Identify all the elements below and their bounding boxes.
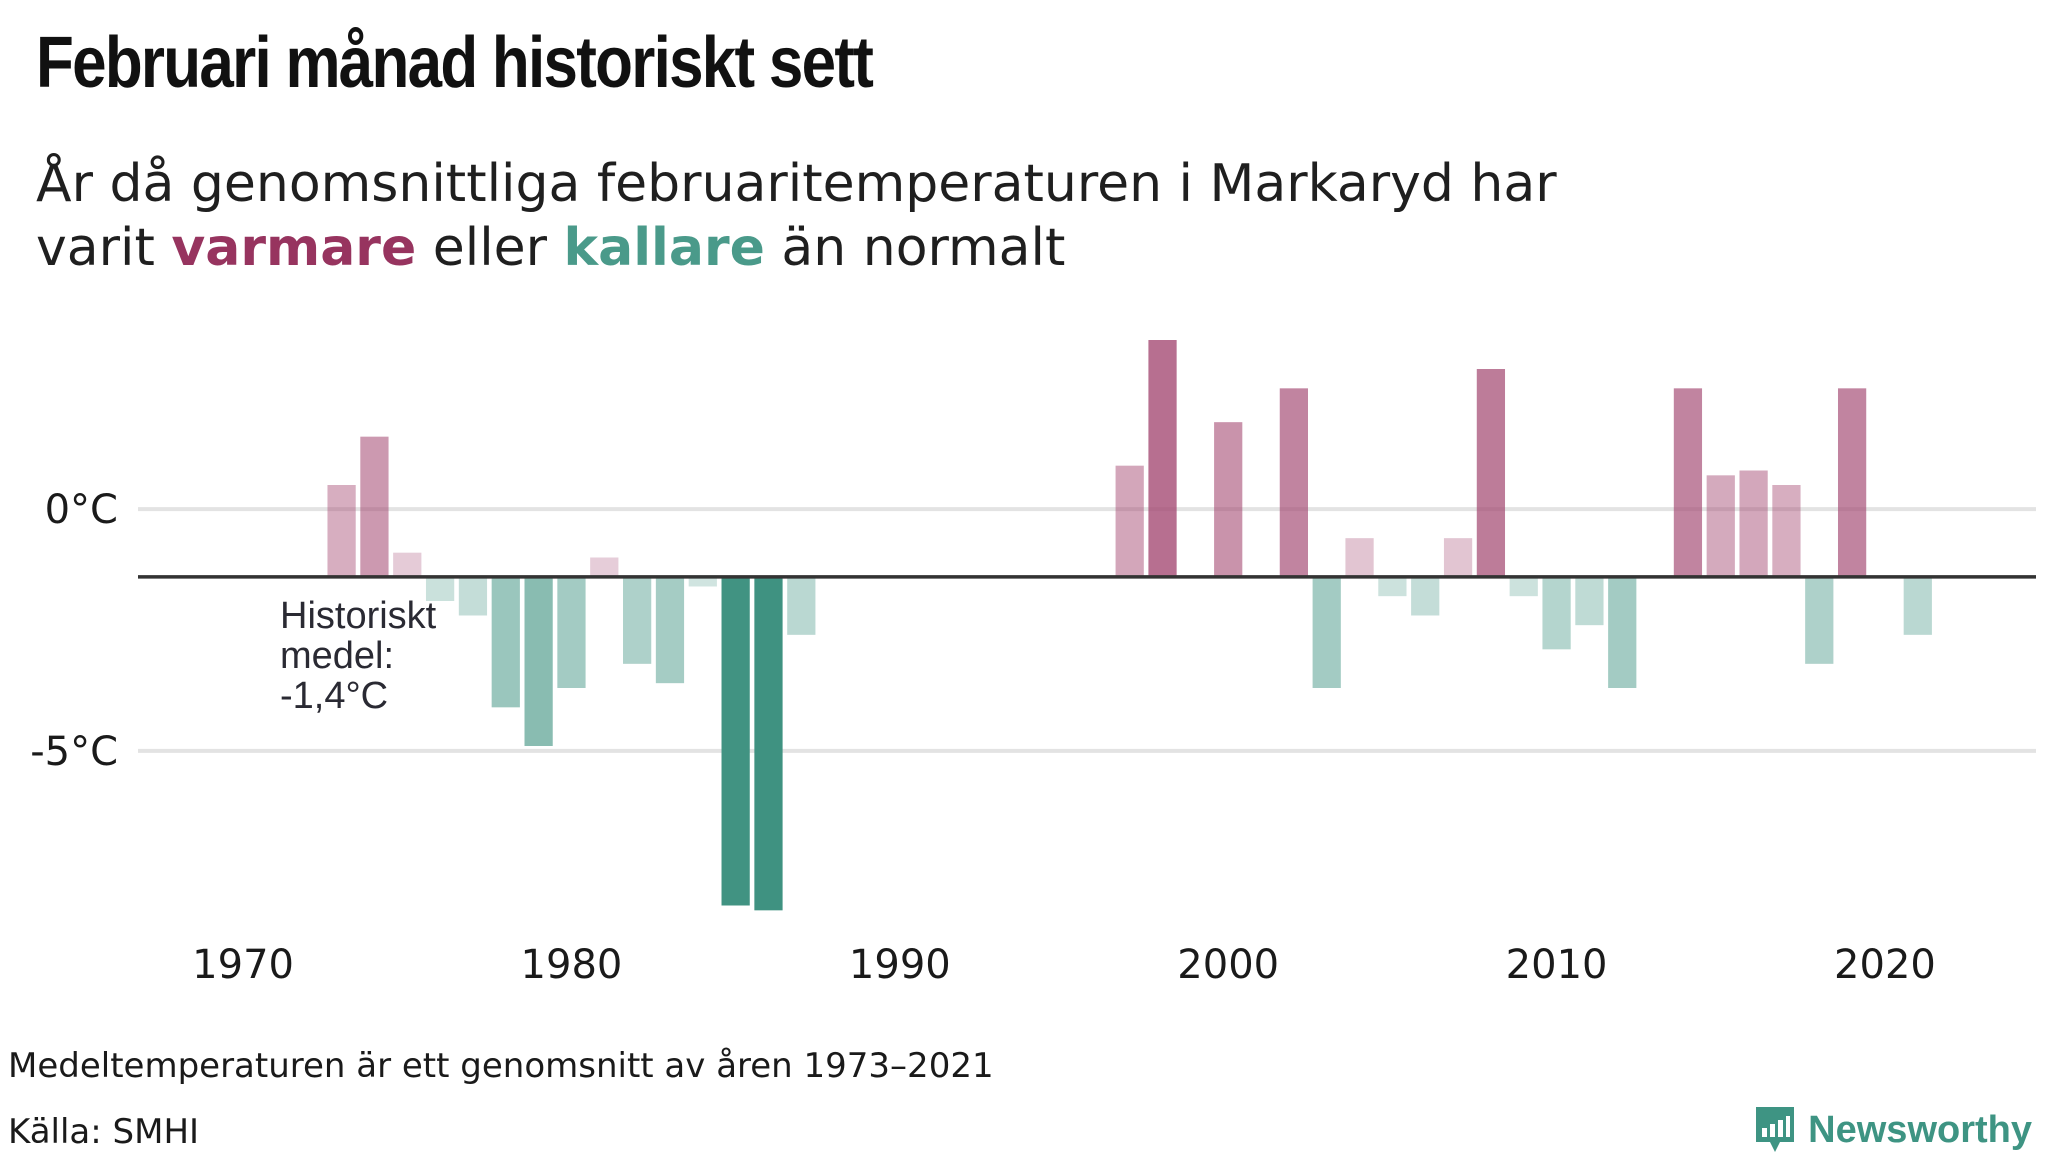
bar-2007 [1443, 538, 1473, 577]
bar-1984 [688, 576, 717, 587]
bars [327, 340, 1932, 911]
x-tick-label: 2020 [1834, 942, 1936, 988]
bar-2018 [1805, 576, 1834, 664]
bar-1975 [393, 552, 422, 577]
bar-2005 [1378, 576, 1407, 597]
source-note: Källa: SMHI [8, 1112, 200, 1152]
bar-1986 [754, 576, 783, 911]
legend-cold-label: kallare [563, 218, 765, 278]
bar-2017 [1772, 485, 1801, 577]
subtitle-line-2: varit varmare eller kallare än normalt [36, 216, 1736, 280]
bar-1985 [721, 576, 750, 906]
bar-1983 [655, 576, 685, 684]
bar-2003 [1312, 576, 1341, 688]
brand-name: Newsworthy [1808, 1108, 2032, 1151]
bar-1987 [787, 576, 816, 635]
newsworthy-logo-icon [1756, 1107, 1795, 1152]
annotation-line-2: medel: [280, 635, 394, 677]
bar-2004 [1345, 538, 1374, 577]
bar-2015 [1706, 475, 1735, 577]
bar-1976 [425, 576, 455, 601]
bar-1998 [1148, 340, 1177, 577]
bar-1981 [590, 557, 619, 577]
temperature-bar-chart: 0°C -5°C 1970 1980 1990 2000 2010 2020 Histori… [30, 340, 2036, 988]
subtitle-text-b: eller [416, 218, 564, 278]
bar-2000 [1214, 422, 1243, 577]
bar-2021 [1903, 576, 1932, 635]
bar-1980 [557, 576, 586, 688]
x-axis: 1970 1980 1990 2000 2010 2020 [192, 942, 1936, 988]
bar-2002 [1279, 388, 1308, 577]
bar-2012 [1608, 576, 1637, 688]
footnote: Medeltemperaturen är ett genomsnitt av å… [8, 1046, 994, 1086]
bar-1974 [360, 436, 389, 577]
bar-1978 [491, 576, 520, 708]
bar-2019 [1837, 388, 1867, 577]
y-tick-label: -5°C [30, 729, 118, 775]
bar-1997 [1115, 465, 1144, 577]
y-tick-label: 0°C [45, 487, 118, 533]
chart-subtitle: År då genomsnittliga februaritemperature… [36, 152, 1736, 280]
subtitle-line-1: År då genomsnittliga februaritemperature… [36, 154, 1557, 214]
legend-warm-label: varmare [171, 218, 417, 278]
subtitle-text-c: än normalt [764, 218, 1066, 278]
bar-2016 [1739, 470, 1768, 577]
bar-1977 [458, 576, 488, 616]
subtitle-text-a: varit [36, 218, 172, 278]
x-tick-label: 2010 [1506, 942, 1608, 988]
x-tick-label: 1990 [849, 942, 951, 988]
x-tick-label: 1970 [192, 942, 294, 988]
bar-1982 [623, 576, 652, 664]
annotation-line-3: -1,4°C [280, 675, 388, 717]
chart-title: Februari månad historiskt sett [36, 23, 874, 103]
x-tick-label: 2000 [1177, 942, 1279, 988]
bar-2008 [1476, 369, 1506, 577]
bar-2014 [1673, 388, 1703, 577]
bar-1973 [327, 485, 356, 577]
bar-1979 [524, 576, 553, 746]
bar-2010 [1542, 576, 1571, 650]
bar-2011 [1575, 576, 1604, 626]
x-tick-label: 1980 [521, 942, 623, 988]
annotation-line-1: Historiskt [280, 595, 437, 637]
y-axis: 0°C -5°C [30, 487, 118, 775]
gridlines [138, 507, 2036, 753]
bar-2009 [1509, 576, 1538, 597]
brand-logo[interactable]: Newsworthy [1752, 1104, 2032, 1156]
bar-2006 [1411, 576, 1440, 616]
